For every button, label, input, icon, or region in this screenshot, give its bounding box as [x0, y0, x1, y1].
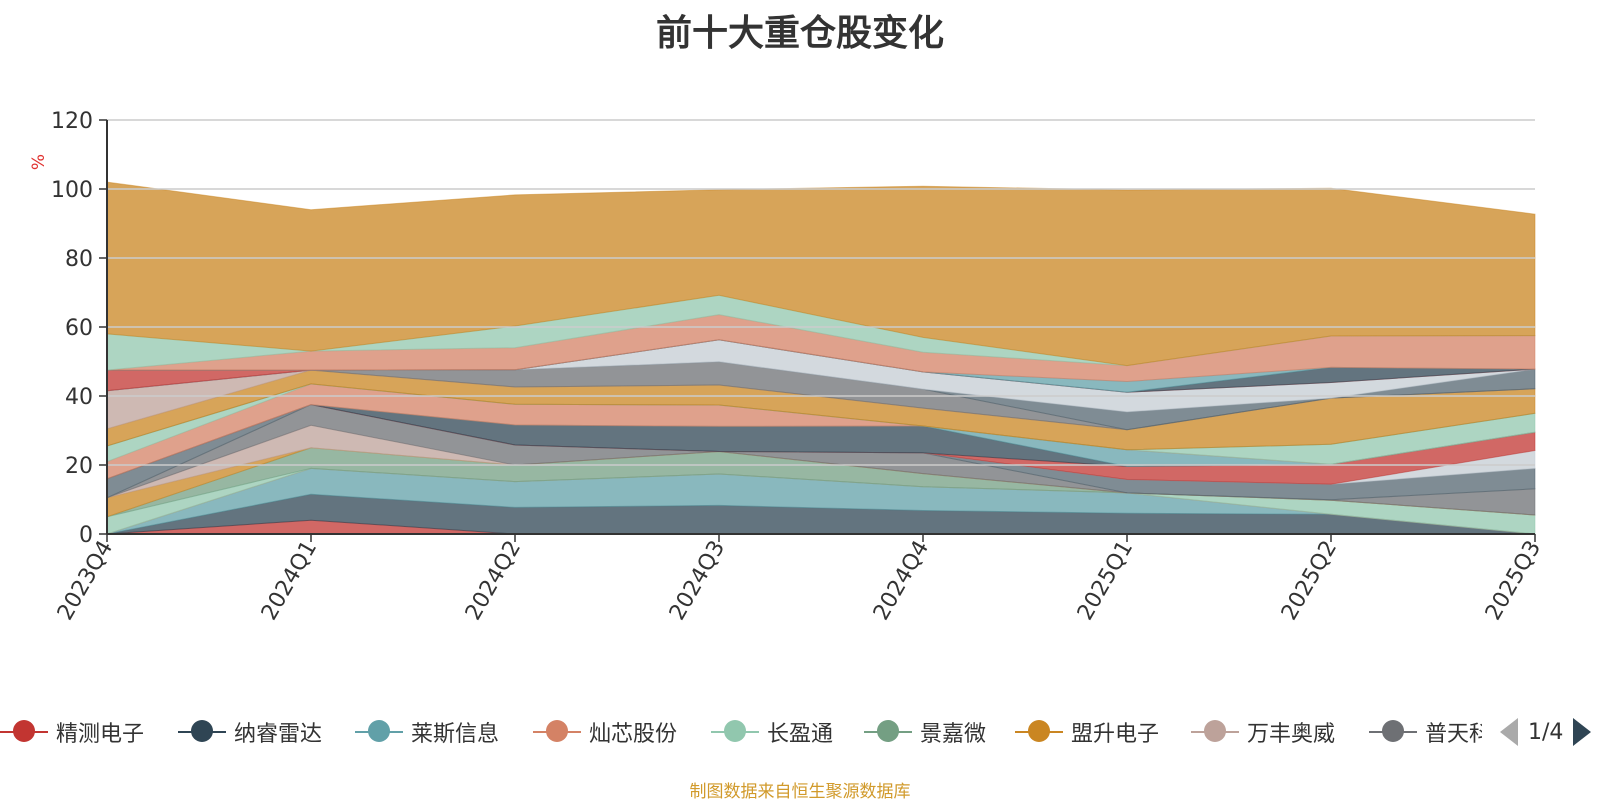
y-tick-label: 40 — [65, 385, 93, 410]
legend-item[interactable]: 莱斯信息 — [355, 712, 499, 752]
grid-layer — [107, 119, 1535, 466]
legend-label: 纳睿雷达 — [234, 722, 323, 747]
y-axis-unit-label: % — [29, 154, 49, 170]
legend-label: 灿芯股份 — [589, 722, 678, 747]
legend-item[interactable]: 精测电子 — [0, 712, 144, 752]
x-tick-label: 2025Q1 — [1073, 537, 1138, 625]
legend-marker-icon — [0, 718, 48, 746]
legend-item[interactable]: 灿芯股份 — [533, 712, 677, 752]
legend-label: 普天科技 — [1425, 722, 1482, 747]
area-series-layer — [106, 181, 1536, 535]
x-tick-label: 2024Q1 — [257, 537, 322, 625]
y-tick-label: 60 — [65, 316, 93, 341]
legend-marker-icon — [711, 718, 759, 746]
legend-label: 万丰奥威 — [1247, 722, 1336, 747]
x-tick-label: 2024Q2 — [461, 537, 526, 625]
x-tick-label: 2024Q4 — [869, 537, 934, 625]
area-其他 — [106, 181, 1536, 367]
y-tick-label: 80 — [65, 247, 93, 272]
y-tick-label: 100 — [51, 178, 93, 203]
legend-item[interactable]: 普天科技 — [1369, 712, 1482, 752]
y-tick-label: 20 — [65, 454, 93, 479]
legend-marker-icon — [178, 718, 226, 746]
legend-marker-icon — [1191, 718, 1239, 746]
legend-page-indicator: 1/4 — [1528, 719, 1564, 745]
legend-label: 景嘉微 — [920, 722, 987, 747]
chart-plot: 0 20 40 60 80 100 120 2023Q4 2024Q1 2024Q2 2024Q3 2… — [29, 109, 1546, 625]
legend-marker-icon — [355, 718, 403, 746]
legend-item[interactable]: 万丰奥威 — [1191, 712, 1335, 752]
legend-marker-icon — [864, 718, 912, 746]
x-tick-label: 2024Q3 — [665, 537, 730, 625]
legend-item[interactable]: 景嘉微 — [864, 712, 986, 752]
source-note: 制图数据来自恒生聚源数据库 — [689, 782, 911, 802]
legend-item[interactable]: 盟升电子 — [1015, 712, 1159, 752]
legend-marker-icon — [533, 718, 581, 746]
x-tick-label: 2025Q3 — [1481, 537, 1546, 625]
legend-marker-icon — [1369, 718, 1417, 746]
legend: 精测电子 纳睿雷达 莱斯信息 灿芯股份 长盈通 景嘉微 盟升电子 万丰奥威 普天科技 1/4 — [0, 712, 1600, 758]
x-tick-label: 2023Q4 — [53, 537, 118, 625]
legend-items-viewport: 精测电子 纳睿雷达 莱斯信息 灿芯股份 长盈通 景嘉微 盟升电子 万丰奥威 普天科技 — [0, 712, 1482, 758]
legend-item[interactable]: 纳睿雷达 — [178, 712, 322, 752]
legend-label: 莱斯信息 — [411, 722, 500, 747]
legend-prev-page-button[interactable] — [1500, 718, 1518, 746]
legend-label: 盟升电子 — [1071, 722, 1160, 747]
legend-next-page-button[interactable] — [1573, 718, 1592, 746]
legend-marker-icon — [1015, 718, 1063, 746]
legend-pager: 1/4 — [1500, 712, 1592, 752]
chart-title: 前十大重仓股变化 — [655, 13, 944, 54]
legend-item[interactable]: 长盈通 — [711, 712, 833, 752]
x-tick-label: 2025Q2 — [1277, 537, 1342, 625]
y-tick-label: 120 — [51, 109, 93, 134]
legend-label: 长盈通 — [767, 722, 834, 747]
y-tick-label: 0 — [79, 523, 93, 548]
legend-label: 精测电子 — [56, 722, 145, 747]
